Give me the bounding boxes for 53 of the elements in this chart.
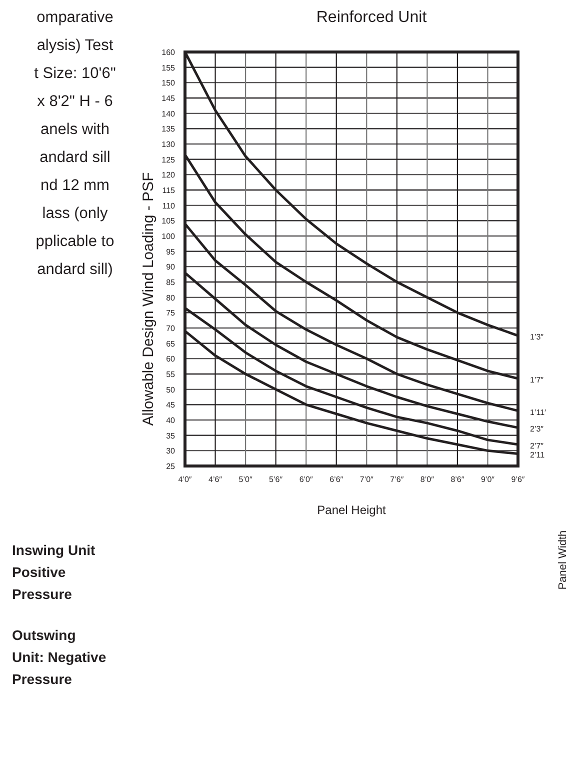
y-tick-label: 140 bbox=[162, 109, 176, 118]
chart-title: Reinforced Unit bbox=[316, 9, 428, 26]
y-tick-label: 85 bbox=[166, 278, 176, 287]
x-tick-label: 4’0″ bbox=[178, 475, 192, 484]
y-tick-label: 125 bbox=[162, 155, 176, 164]
x-tick-label: 8’6″ bbox=[450, 475, 464, 484]
y-tick-label: 130 bbox=[162, 140, 176, 149]
text: Outswing Unit: Negative Pressure bbox=[12, 627, 106, 687]
x-tick-label: 5’0″ bbox=[238, 475, 252, 484]
y-tick-label: 60 bbox=[166, 354, 176, 364]
series-label: 1’11′ bbox=[530, 408, 547, 417]
series-label: 2’11 bbox=[530, 450, 546, 460]
y-tick-label: 55 bbox=[166, 370, 176, 379]
y-tick-label: 70 bbox=[166, 324, 176, 333]
x-tick-label: 7’0″ bbox=[360, 475, 374, 484]
y-tick-label: 80 bbox=[166, 293, 176, 302]
series-label: 2’3″ bbox=[530, 424, 544, 434]
x-tick-label: 7’6″ bbox=[390, 475, 404, 484]
y-tick-label: 145 bbox=[162, 94, 176, 103]
y-tick-label: 30 bbox=[166, 446, 176, 456]
y-tick-label: 105 bbox=[162, 216, 176, 226]
x-tick-label: 4’6″ bbox=[208, 475, 222, 484]
text: Inswing Unit Positive Pressure bbox=[12, 542, 96, 602]
y-axis-title: Allowable Design Wind Loading - PSF bbox=[140, 172, 157, 426]
y-tick-label: 40 bbox=[166, 416, 176, 425]
series-label: 1’3″ bbox=[530, 332, 544, 342]
y-tick-label: 150 bbox=[162, 78, 176, 88]
y-tick-label: 90 bbox=[166, 262, 176, 272]
y-tick-label: 100 bbox=[162, 232, 176, 241]
y-tick-label: 115 bbox=[162, 186, 176, 195]
text: Panel Width bbox=[557, 530, 569, 590]
y-tick-label: 120 bbox=[162, 170, 176, 180]
x-axis-title: Panel Height bbox=[317, 503, 387, 517]
x-tick-label: 9’0″ bbox=[480, 475, 495, 484]
x-tick-label: 9’6″ bbox=[511, 475, 525, 484]
y-tick-label: 95 bbox=[166, 247, 176, 256]
x-tick-label: 6’6″ bbox=[330, 475, 344, 484]
y-tick-label: 155 bbox=[162, 63, 176, 72]
y-tick-label: 45 bbox=[166, 400, 176, 410]
y-tick-label: 135 bbox=[162, 124, 176, 134]
x-tick-label: 6’0″ bbox=[299, 475, 314, 484]
text: omparative alysis) Test t Size: 10'6" x 8'2" H - 6 anels with andard sill nd 12 mm lass (only pplicable to andard sill) bbox=[34, 9, 116, 278]
series-label: 1’7″ bbox=[530, 376, 544, 385]
y-tick-label: 110 bbox=[162, 201, 176, 210]
series-label: 2’7″ bbox=[530, 442, 544, 451]
y-tick-label: 160 bbox=[162, 48, 176, 57]
x-tick-label: 8’0″ bbox=[420, 475, 434, 484]
x-tick-label: 5’6″ bbox=[269, 475, 283, 484]
y-tick-label: 25 bbox=[166, 462, 176, 471]
y-tick-label: 35 bbox=[166, 431, 176, 440]
y-tick-label: 75 bbox=[166, 308, 176, 318]
y-tick-label: 50 bbox=[166, 385, 176, 394]
y-tick-label: 65 bbox=[166, 339, 176, 348]
